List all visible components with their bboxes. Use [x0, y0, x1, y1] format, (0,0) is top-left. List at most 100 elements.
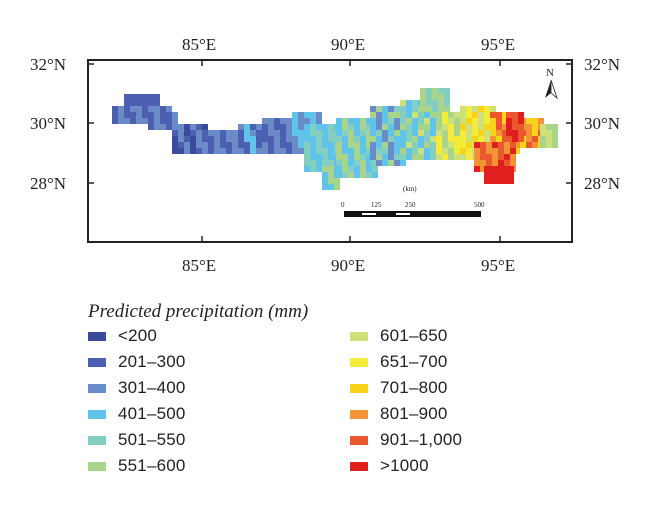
- grid-cell: [426, 88, 432, 94]
- grid-cell: [220, 130, 226, 136]
- legend-swatch: [350, 461, 368, 471]
- grid-cell: [382, 142, 388, 148]
- grid-cell: [316, 130, 322, 136]
- grid-cell: [316, 124, 322, 130]
- grid-cell: [394, 148, 400, 154]
- grid-cell: [454, 142, 460, 148]
- grid-cell: [208, 130, 214, 136]
- grid-cell: [430, 124, 436, 130]
- grid-cell: [256, 142, 262, 148]
- grid-cell: [172, 136, 178, 142]
- grid-cell: [442, 148, 448, 154]
- legend-item: 401–500: [88, 403, 186, 425]
- grid-cell: [348, 148, 354, 154]
- grid-cell: [412, 154, 418, 160]
- grid-cell: [430, 130, 436, 136]
- grid-cell: [250, 148, 256, 154]
- grid-cell: [424, 118, 430, 124]
- scale-tick-500: 500: [474, 201, 485, 209]
- grid-cell: [334, 178, 340, 184]
- grid-cell: [310, 112, 316, 118]
- grid-cell: [466, 112, 472, 118]
- grid-cell: [148, 112, 154, 118]
- grid-cell: [540, 142, 546, 148]
- grid-cell: [496, 124, 502, 130]
- grid-cell: [454, 130, 460, 136]
- grid-cell: [298, 112, 304, 118]
- grid-cell: [202, 148, 208, 154]
- grid-cell: [124, 106, 130, 112]
- grid-cell: [366, 118, 372, 124]
- grid-cell: [460, 124, 466, 130]
- grid-cell: [388, 124, 394, 130]
- grid-cell: [472, 118, 478, 124]
- grid-cell: [400, 154, 406, 160]
- legend-label: 551–600: [118, 456, 186, 475]
- grid-cell: [250, 130, 256, 136]
- grid-cell: [418, 142, 424, 148]
- grid-cell: [460, 136, 466, 142]
- grid-cell: [136, 118, 142, 124]
- grid-cell: [376, 124, 382, 130]
- grid-cell: [354, 154, 360, 160]
- grid-cell: [502, 166, 508, 172]
- grid-cell: [178, 148, 184, 154]
- grid-cell: [540, 136, 546, 142]
- grid-cell: [112, 118, 118, 124]
- grid-cell: [506, 124, 512, 130]
- grid-cell: [394, 160, 400, 166]
- grid-cell: [552, 124, 558, 130]
- grid-cell: [348, 142, 354, 148]
- grid-cell: [316, 136, 322, 142]
- grid-cell: [442, 124, 448, 130]
- grid-cell: [518, 118, 524, 124]
- grid-cell: [400, 142, 406, 148]
- grid-cell: [196, 136, 202, 142]
- grid-cell: [366, 142, 372, 148]
- grid-cell: [196, 142, 202, 148]
- grid-cell: [436, 124, 442, 130]
- grid-cell: [190, 136, 196, 142]
- grid-cell: [508, 166, 514, 172]
- grid-cell: [400, 118, 406, 124]
- grid-cell: [418, 112, 424, 118]
- grid-cell: [418, 154, 424, 160]
- grid-cell: [418, 136, 424, 142]
- grid-cell: [382, 154, 388, 160]
- grid-cell: [502, 178, 508, 184]
- grid-cell: [304, 160, 310, 166]
- legend-item: 601–650: [350, 325, 448, 347]
- grid-cell: [232, 136, 238, 142]
- grid-cell: [310, 148, 316, 154]
- legend-label: 701–800: [380, 378, 448, 397]
- grid-cell: [354, 148, 360, 154]
- grid-cell: [382, 130, 388, 136]
- grid-cell: [360, 154, 366, 160]
- grid-cell: [442, 142, 448, 148]
- grid-cell: [336, 118, 342, 124]
- grid-cell: [492, 160, 498, 166]
- grid-cell: [506, 118, 512, 124]
- grid-cell: [226, 142, 232, 148]
- grid-cell: [502, 172, 508, 178]
- grid-cell: [310, 124, 316, 130]
- legend-item: 501–550: [88, 429, 186, 451]
- grid-cell: [532, 136, 538, 142]
- grid-cell: [486, 142, 492, 148]
- grid-cell: [232, 148, 238, 154]
- grid-cell: [328, 178, 334, 184]
- grid-cell: [336, 148, 342, 154]
- grid-cell: [280, 118, 286, 124]
- grid-cell: [220, 142, 226, 148]
- grid-cell: [382, 118, 388, 124]
- grid-cell: [130, 94, 136, 100]
- grid-cell: [286, 148, 292, 154]
- grid-cell: [190, 148, 196, 154]
- grid-cell: [484, 118, 490, 124]
- grid-cell: [454, 154, 460, 160]
- grid-cell: [496, 130, 502, 136]
- grid-cell: [510, 160, 516, 166]
- grid-cell: [406, 142, 412, 148]
- grid-cell: [304, 148, 310, 154]
- grid-cell: [166, 124, 172, 130]
